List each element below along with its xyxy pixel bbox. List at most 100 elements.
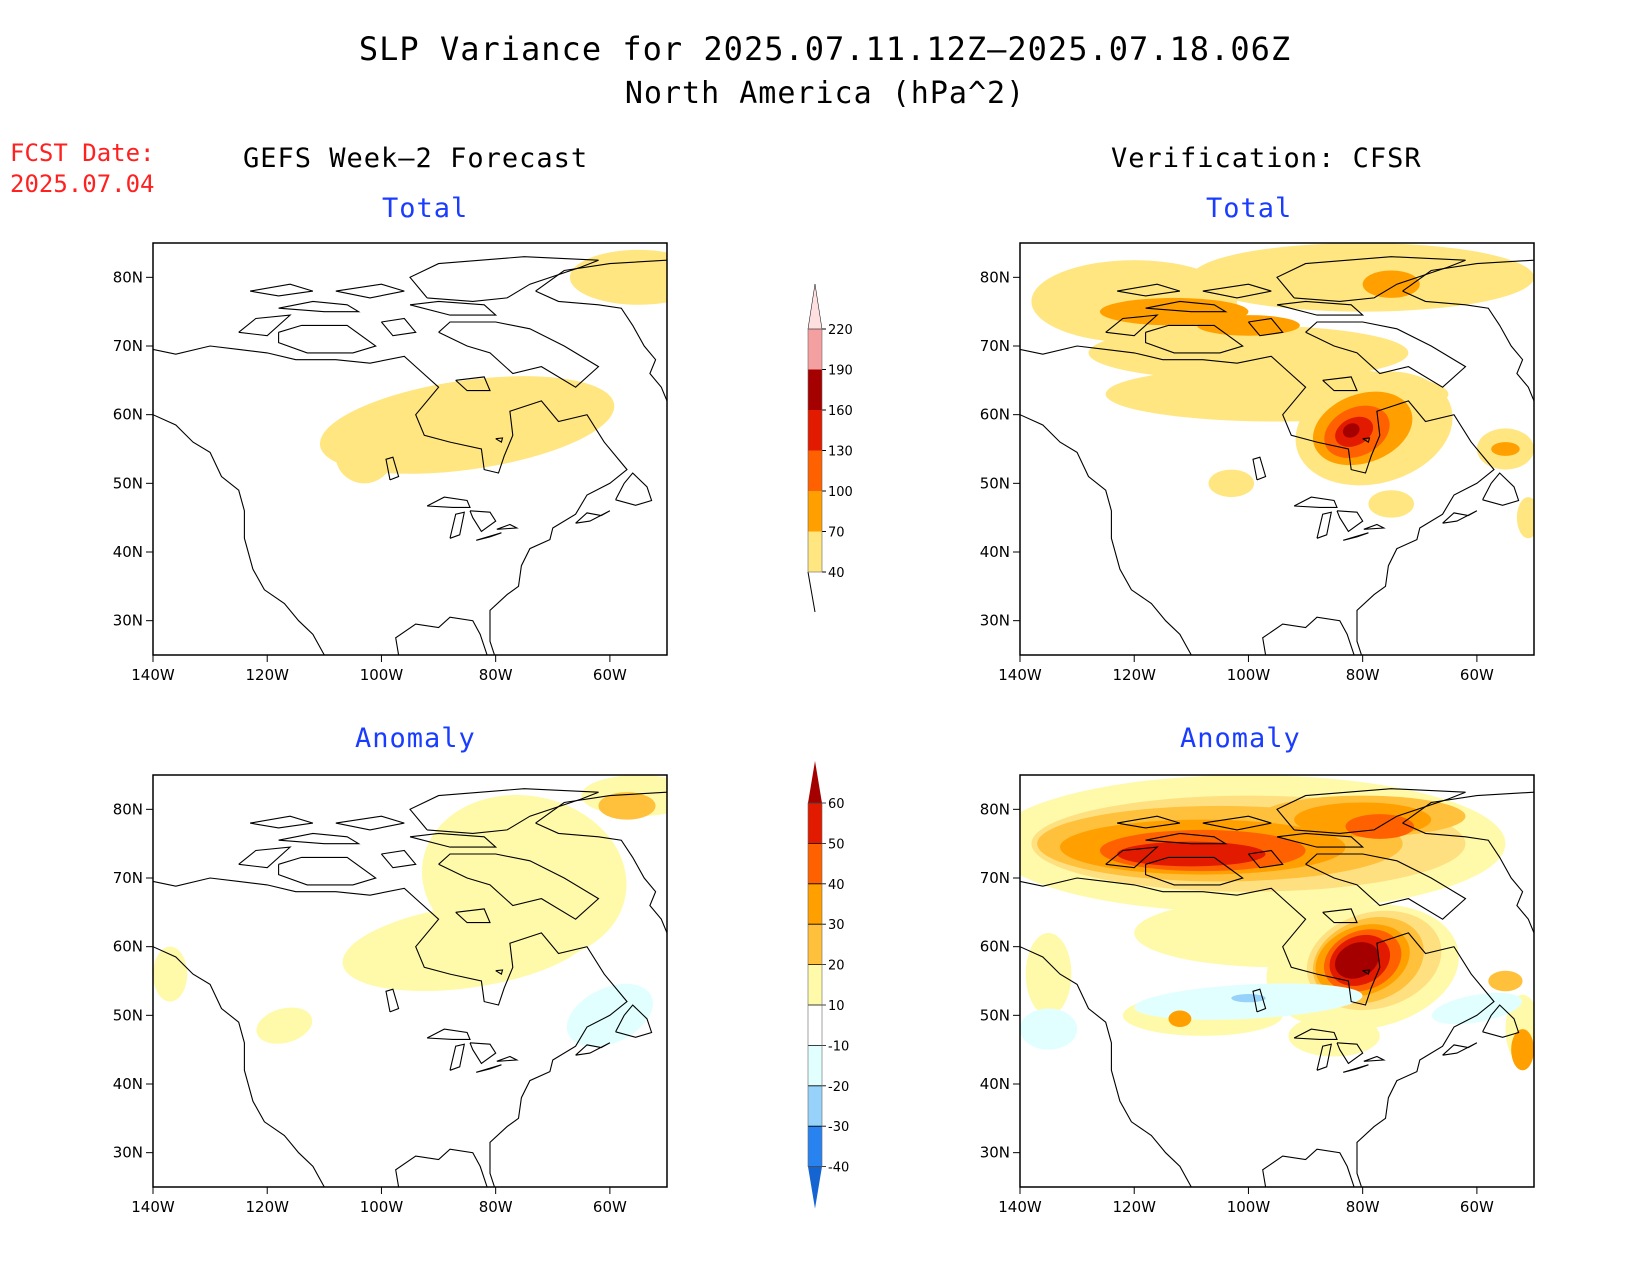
coastline bbox=[496, 1055, 519, 1062]
lon-tick-label: 100W bbox=[360, 666, 404, 684]
coastline bbox=[385, 988, 400, 1013]
coastline bbox=[395, 616, 488, 655]
lon-tick-label: 80W bbox=[479, 1198, 513, 1216]
coastline bbox=[1482, 472, 1520, 506]
map-frame bbox=[152, 242, 668, 656]
coastline bbox=[153, 345, 628, 655]
coastline bbox=[1105, 314, 1159, 337]
colorbar-label: 130 bbox=[828, 445, 853, 460]
lat-tick-label: 70N bbox=[113, 337, 143, 355]
shaded-region bbox=[1088, 325, 1409, 381]
lat-tick-label: 80N bbox=[113, 268, 143, 286]
coastline bbox=[449, 1043, 466, 1071]
lon-tick-label: 120W bbox=[245, 1198, 289, 1216]
coastline bbox=[1482, 1004, 1520, 1038]
shaded-region bbox=[1431, 992, 1522, 1025]
lat-tick-label: 80N bbox=[980, 268, 1010, 286]
lat-tick-label: 70N bbox=[980, 869, 1010, 887]
coastline bbox=[335, 815, 405, 831]
colorbar-bin bbox=[808, 803, 822, 844]
shaded-region bbox=[1516, 497, 1534, 539]
lon-tick-label: 120W bbox=[1112, 666, 1156, 684]
shaded-region bbox=[1288, 1015, 1380, 1057]
lon-tick-label: 100W bbox=[360, 1198, 404, 1216]
colorbar-label: 40 bbox=[828, 566, 845, 581]
coastline bbox=[1316, 511, 1333, 539]
lon-tick-label: 60W bbox=[593, 1198, 627, 1216]
lon-tick-label: 140W bbox=[131, 666, 175, 684]
map-panel-anom-forecast: 80N 70N 60N 50N 40N 30N 140W 120W 100W 80W 60W bbox=[113, 774, 668, 1216]
lon-tick-label: 140W bbox=[131, 1198, 175, 1216]
coastline bbox=[1293, 496, 1338, 508]
title-line-1: SLP Variance for 2025.07.11.12Z–2025.07.… bbox=[358, 30, 1292, 68]
coastline bbox=[1402, 822, 1534, 934]
coastline bbox=[238, 314, 292, 337]
coastline bbox=[1402, 290, 1534, 402]
coastline bbox=[278, 856, 377, 886]
map-area bbox=[1020, 775, 1534, 1187]
shaded-region bbox=[1168, 1010, 1192, 1028]
colorbar-label: 40 bbox=[828, 878, 845, 893]
shaded-region bbox=[1025, 932, 1072, 1016]
shaded-region bbox=[1362, 270, 1420, 298]
coastline bbox=[1276, 832, 1365, 848]
colorbar-bin bbox=[808, 1045, 822, 1086]
lon-tick-label: 140W bbox=[998, 666, 1042, 684]
lat-tick-label: 40N bbox=[980, 1075, 1010, 1093]
coastline bbox=[535, 775, 667, 824]
shaded-region bbox=[335, 428, 393, 484]
map-panel-anom-verif: 80N 70N 60N 50N 40N 30N 140W 120W 100W 80W 60W bbox=[980, 774, 1535, 1216]
coastline bbox=[153, 414, 325, 655]
shaded-region bbox=[256, 1007, 313, 1044]
coastline bbox=[476, 1064, 502, 1073]
coastline bbox=[1020, 877, 1495, 1187]
lon-tick-label: 120W bbox=[1112, 1198, 1156, 1216]
coastline bbox=[385, 456, 400, 481]
coastline bbox=[1117, 283, 1181, 297]
lon-tick-label: 80W bbox=[479, 666, 513, 684]
coastline bbox=[1020, 345, 1495, 655]
coastline bbox=[615, 472, 653, 506]
lon-tick-label: 60W bbox=[1460, 666, 1494, 684]
coastline bbox=[438, 853, 600, 920]
colorbar-label: 10 bbox=[828, 999, 845, 1014]
coastline bbox=[1322, 376, 1358, 392]
coastline bbox=[153, 946, 325, 1187]
shaded-region bbox=[1368, 490, 1415, 518]
lat-tick-label: 60N bbox=[980, 406, 1010, 424]
coastline bbox=[426, 496, 471, 508]
shaded-region bbox=[1488, 970, 1523, 992]
lon-tick-label: 120W bbox=[245, 666, 289, 684]
lon-tick-label: 100W bbox=[1227, 1198, 1271, 1216]
colorbar-label: -30 bbox=[828, 1120, 849, 1135]
anomaly-colorbar: 60 50 40 30 20 10 -10 -20 -30 -40 bbox=[807, 761, 849, 1209]
coastline bbox=[278, 300, 361, 313]
coastline bbox=[278, 324, 377, 354]
lat-tick-label: 80N bbox=[980, 800, 1010, 818]
coastline bbox=[1362, 437, 1371, 443]
colorbar-frame bbox=[807, 802, 823, 1167]
lat-tick-label: 50N bbox=[980, 474, 1010, 492]
map-area bbox=[153, 775, 667, 1187]
colorbar-bin bbox=[808, 410, 822, 451]
colorbar-label: 20 bbox=[828, 959, 845, 974]
coastline bbox=[250, 283, 314, 297]
coastline bbox=[1402, 775, 1534, 824]
coastline bbox=[1402, 243, 1534, 292]
lat-tick-label: 70N bbox=[980, 337, 1010, 355]
coastline bbox=[1145, 856, 1244, 886]
colorbar-label: 70 bbox=[828, 526, 845, 541]
colorbar-bin bbox=[808, 329, 822, 370]
coastline bbox=[1252, 456, 1267, 481]
colorbar-label: 60 bbox=[828, 797, 845, 812]
coastline bbox=[1362, 969, 1371, 975]
shaded-region bbox=[1191, 243, 1534, 312]
coastline bbox=[1276, 788, 1466, 834]
map-area bbox=[153, 243, 667, 655]
coastline bbox=[455, 376, 491, 392]
colorbar-bin bbox=[807, 283, 823, 330]
colorbar-bin bbox=[808, 924, 822, 965]
panel-title-top-left: Total bbox=[382, 193, 469, 224]
lat-tick-label: 30N bbox=[113, 612, 143, 630]
